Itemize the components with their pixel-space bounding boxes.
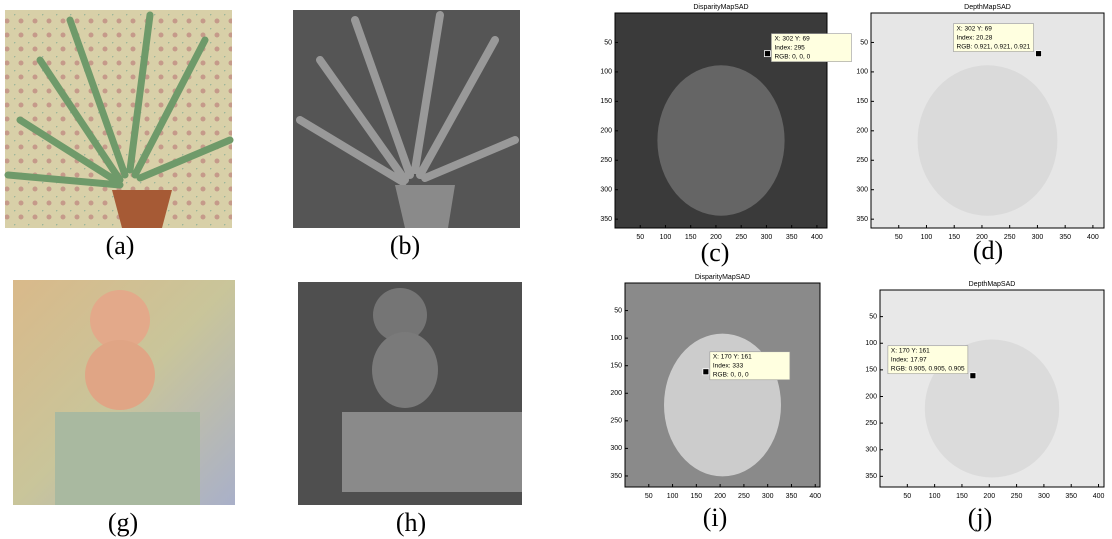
x-tick-label: 150 (956, 493, 968, 500)
x-tick-label: 100 (921, 234, 933, 241)
x-tick-label: 250 (1004, 234, 1016, 241)
y-tick-label: 200 (610, 390, 622, 397)
caption: (g) (108, 508, 138, 537)
caption: (c) (701, 238, 730, 267)
plot-object (918, 65, 1058, 216)
x-tick-label: 100 (929, 493, 941, 500)
x-tick-label: 200 (714, 493, 726, 500)
y-tick-label: 200 (865, 393, 877, 400)
photo-baby (13, 280, 235, 505)
y-tick-label: 250 (600, 157, 612, 164)
datatip-line: X: 302 Y: 69 (774, 35, 810, 42)
y-tick-label: 200 (600, 128, 612, 135)
photo-aloe (5, 10, 232, 228)
y-tick-label: 200 (856, 128, 868, 135)
plot: DisparityMapSAD 50 100 150 200 250 300 350 400 50… (600, 4, 851, 241)
datatip-line: Index: 333 (713, 362, 744, 369)
x-tick-label: 400 (811, 234, 823, 241)
plot-object (657, 65, 784, 216)
x-tick-label: 200 (983, 493, 995, 500)
y-tick-label: 150 (856, 98, 868, 105)
x-tick-label: 250 (735, 234, 747, 241)
disparity-baby (298, 282, 522, 505)
datatip-line: RGB: 0, 0, 0 (774, 53, 810, 60)
datatip-line: X: 170 Y: 161 (891, 347, 930, 354)
y-tick-label: 50 (614, 307, 622, 314)
datatip-line: Index: 295 (774, 44, 805, 51)
datatip-line: RGB: 0.905, 0.905, 0.905 (891, 365, 965, 372)
datatip-line: Index: 17.97 (891, 356, 927, 363)
datatip-marker (703, 369, 709, 375)
x-tick-label: 150 (948, 234, 960, 241)
datatip-line: X: 302 Y: 69 (957, 25, 993, 32)
y-tick-label: 350 (610, 473, 622, 480)
x-tick-label: 300 (1032, 234, 1044, 241)
caption: (i) (703, 503, 728, 532)
caption: (h) (396, 508, 426, 537)
y-tick-label: 100 (865, 340, 877, 347)
y-tick-label: 250 (610, 418, 622, 425)
datatip-marker (1036, 51, 1042, 57)
x-tick-label: 350 (1059, 234, 1071, 241)
datatip-line: X: 170 Y: 161 (713, 353, 752, 360)
caption: (a) (106, 231, 135, 260)
datatip-marker (970, 373, 976, 379)
plot-title: DisparityMapSAD (693, 4, 748, 11)
x-tick-label: 400 (1093, 493, 1105, 500)
y-tick-label: 300 (600, 187, 612, 194)
datatip-line: RGB: 0, 0, 0 (713, 371, 749, 378)
x-tick-label: 150 (690, 493, 702, 500)
figure: (a) (b) (c) DisparityMapSAD 50 100 150 200 250 30… (0, 0, 1112, 539)
plot-title: DepthMapSAD (964, 4, 1011, 11)
y-tick-label: 350 (865, 473, 877, 480)
y-tick-label: 350 (600, 216, 612, 223)
disparity-aloe (293, 10, 520, 228)
y-tick-label: 250 (865, 420, 877, 427)
x-tick-label: 50 (636, 234, 644, 241)
x-tick-label: 50 (645, 493, 653, 500)
x-tick-label: 350 (1065, 493, 1077, 500)
x-tick-label: 200 (976, 234, 988, 241)
x-tick-label: 200 (710, 234, 722, 241)
y-tick-label: 100 (600, 69, 612, 76)
y-tick-label: 300 (865, 447, 877, 454)
x-tick-label: 50 (895, 234, 903, 241)
y-tick-label: 50 (860, 39, 868, 46)
y-tick-label: 150 (610, 363, 622, 370)
x-tick-label: 100 (667, 493, 679, 500)
x-tick-label: 300 (761, 234, 773, 241)
plot: DepthMapSAD 50 100 150 200 250 300 350 400 50 100 1… (856, 4, 1104, 241)
y-tick-label: 150 (865, 367, 877, 374)
plot-title: DisparityMapSAD (695, 274, 750, 281)
y-tick-label: 350 (856, 216, 868, 223)
caption: (b) (390, 231, 420, 260)
y-tick-label: 50 (869, 313, 877, 320)
plot: DisparityMapSAD 50 100 150 200 250 300 350 400 50… (610, 274, 821, 500)
y-tick-label: 150 (600, 98, 612, 105)
datatip-line: RGB: 0.921, 0.921, 0.921 (957, 43, 1031, 50)
x-tick-label: 250 (1011, 493, 1023, 500)
x-tick-label: 150 (685, 234, 697, 241)
plot-title: DepthMapSAD (969, 281, 1016, 288)
x-tick-label: 250 (738, 493, 750, 500)
x-tick-label: 350 (786, 493, 798, 500)
plot: DepthMapSAD 50 100 150 200 250 300 350 400 50 100 1… (865, 281, 1104, 500)
x-tick-label: 50 (903, 493, 911, 500)
x-tick-label: 100 (660, 234, 672, 241)
datatip-marker (764, 51, 770, 57)
y-tick-label: 100 (856, 69, 868, 76)
datatip-line: Index: 20.28 (957, 34, 993, 41)
x-tick-label: 350 (786, 234, 798, 241)
x-tick-label: 400 (1087, 234, 1099, 241)
y-tick-label: 250 (856, 157, 868, 164)
y-tick-label: 50 (604, 39, 612, 46)
x-tick-label: 300 (1038, 493, 1050, 500)
x-tick-label: 400 (809, 493, 821, 500)
y-tick-label: 100 (610, 335, 622, 342)
y-tick-label: 300 (856, 187, 868, 194)
y-tick-label: 300 (610, 445, 622, 452)
x-tick-label: 300 (762, 493, 774, 500)
caption: (j) (968, 503, 993, 532)
